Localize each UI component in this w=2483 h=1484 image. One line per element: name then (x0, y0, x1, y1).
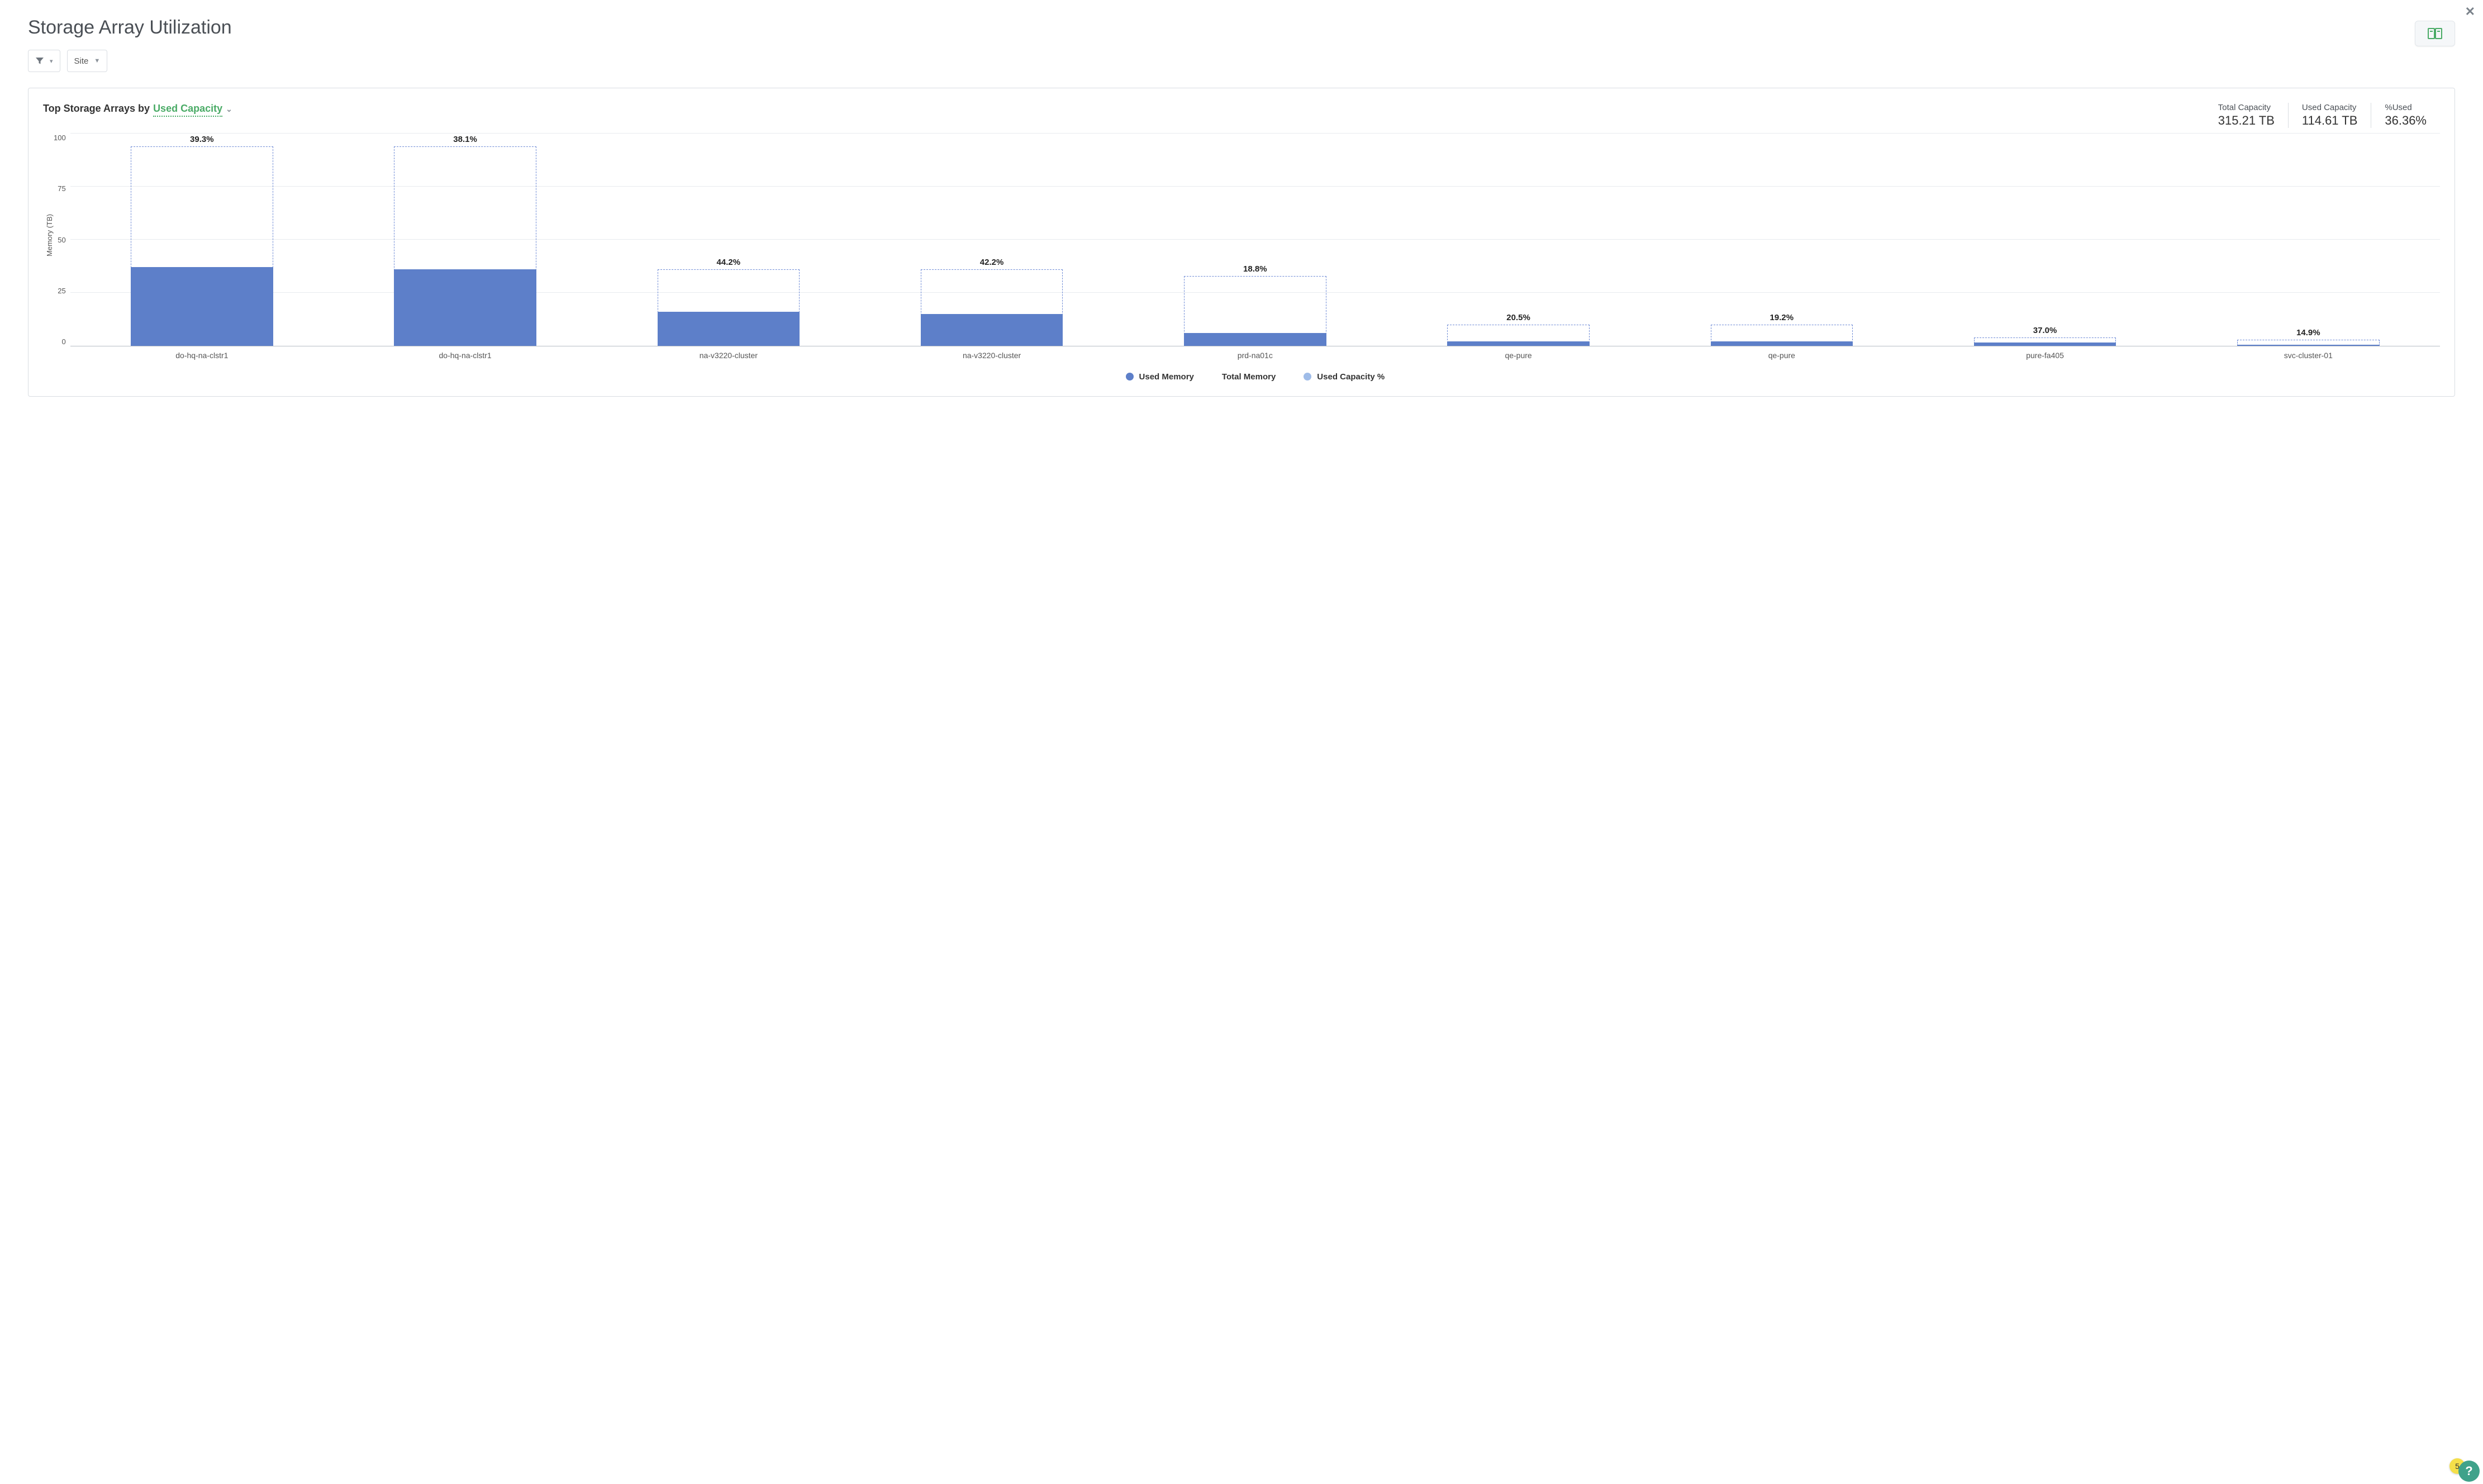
x-axis-label: na-v3220-cluster (860, 351, 1123, 361)
summary-stats: Total Capacity 315.21 TB Used Capacity 1… (2205, 103, 2440, 128)
bar-slot: 20.5% (1387, 134, 1650, 346)
bar-pct-label: 20.5% (1387, 313, 1650, 322)
stat-label: Used Capacity (2302, 103, 2357, 112)
bar-slot: 14.9% (2177, 134, 2440, 346)
bar-pct-label: 14.9% (2177, 328, 2440, 337)
chevron-down-icon: ⌄ (226, 104, 232, 114)
bar-used[interactable] (1711, 341, 1853, 346)
y-tick: 25 (58, 287, 65, 295)
y-axis-ticks: 100 75 50 25 0 (54, 134, 70, 346)
utilization-card: Top Storage Arrays by Used Capacity ⌄ To… (28, 88, 2455, 397)
stat-label: Total Capacity (2218, 103, 2275, 112)
x-axis-label: qe-pure (1387, 351, 1650, 361)
x-axis-label: do-hq-na-clstr1 (334, 351, 597, 361)
bar-used[interactable] (1447, 341, 1589, 346)
bar-used[interactable] (658, 312, 800, 346)
legend-label: Used Memory (1139, 372, 1194, 382)
bar-slot: 37.0% (1913, 134, 2176, 346)
x-axis-label: prd-na01c (1124, 351, 1387, 361)
bar-used[interactable] (1974, 343, 2116, 346)
filter-dropdown[interactable]: ▾ (28, 50, 60, 72)
bar-pct-label: 19.2% (1650, 313, 1913, 322)
legend-label: Used Capacity % (1317, 372, 1385, 382)
bar-slot: 38.1% (334, 134, 597, 346)
legend-label: Total Memory (1222, 372, 1276, 382)
stat-label: %Used (2385, 103, 2427, 112)
bar-pct-label: 39.3% (70, 135, 334, 144)
bar-slot: 19.2% (1650, 134, 1913, 346)
bar-pct-label: 44.2% (597, 258, 860, 267)
card-title-prefix: Top Storage Arrays by (43, 103, 150, 115)
y-tick: 75 (58, 184, 65, 193)
stat-used-capacity: Used Capacity 114.61 TB (2288, 103, 2371, 128)
legend-used-capacity-pct[interactable]: Used Capacity % (1304, 372, 1385, 382)
stat-total-capacity: Total Capacity 315.21 TB (2205, 103, 2288, 128)
legend-used-memory[interactable]: Used Memory (1126, 372, 1194, 382)
bar-pct-label: 37.0% (1913, 326, 2176, 335)
chevron-down-icon: ▼ (94, 58, 100, 64)
bar-used[interactable] (2237, 345, 2379, 346)
card-title: Top Storage Arrays by Used Capacity ⌄ (43, 103, 232, 117)
site-dropdown-label: Site (74, 56, 89, 66)
chart-plot: 39.3%38.1% 44.2%42.2%18.8% 20.5%19.2%37.0%… (70, 134, 2440, 346)
site-dropdown[interactable]: Site ▼ (67, 50, 108, 72)
stat-value: 315.21 TB (2218, 113, 2275, 128)
y-axis-label: Memory (TB) (43, 214, 54, 256)
stat-value: 36.36% (2385, 113, 2427, 128)
page-title: Storage Array Utilization (28, 17, 232, 39)
bar-slot: 39.3% (70, 134, 334, 346)
x-axis-label: na-v3220-cluster (597, 351, 860, 361)
book-icon (2428, 27, 2442, 40)
open-book-button[interactable] (2415, 21, 2455, 46)
legend-swatch-used (1126, 373, 1134, 380)
chart-legend: Used Memory Total Memory Used Capacity % (70, 372, 2440, 382)
metric-selector[interactable]: Used Capacity (153, 103, 222, 117)
stat-value: 114.61 TB (2302, 113, 2357, 128)
help-button[interactable]: ? (2458, 1461, 2480, 1482)
y-tick: 0 (61, 337, 65, 346)
bar-used[interactable] (921, 314, 1063, 346)
x-axis-label: do-hq-na-clstr1 (70, 351, 334, 361)
legend-swatch-pct (1304, 373, 1311, 380)
bar-used[interactable] (131, 267, 273, 346)
chevron-down-icon: ▾ (50, 58, 53, 65)
bar-used[interactable] (1184, 333, 1326, 346)
stat-pct-used: %Used 36.36% (2371, 103, 2440, 128)
x-axis-labels: do-hq-na-clstr1do-hq-na-clstr1na-v3220-c… (70, 351, 2440, 361)
bar-slot: 42.2% (860, 134, 1123, 346)
bar-slot: 18.8% (1124, 134, 1387, 346)
bar-pct-label: 38.1% (334, 135, 597, 144)
bar-slot: 44.2% (597, 134, 860, 346)
close-icon[interactable]: ✕ (2465, 4, 2475, 19)
x-axis-label: pure-fa405 (1913, 351, 2176, 361)
bar-pct-label: 18.8% (1124, 264, 1387, 274)
y-tick: 100 (54, 134, 66, 142)
y-tick: 50 (58, 236, 65, 244)
x-axis-label: svc-cluster-01 (2177, 351, 2440, 361)
bar-used[interactable] (394, 269, 536, 346)
bar-pct-label: 42.2% (860, 258, 1123, 267)
legend-total-memory[interactable]: Total Memory (1222, 372, 1276, 382)
filter-icon (35, 56, 44, 65)
x-axis-label: qe-pure (1650, 351, 1913, 361)
